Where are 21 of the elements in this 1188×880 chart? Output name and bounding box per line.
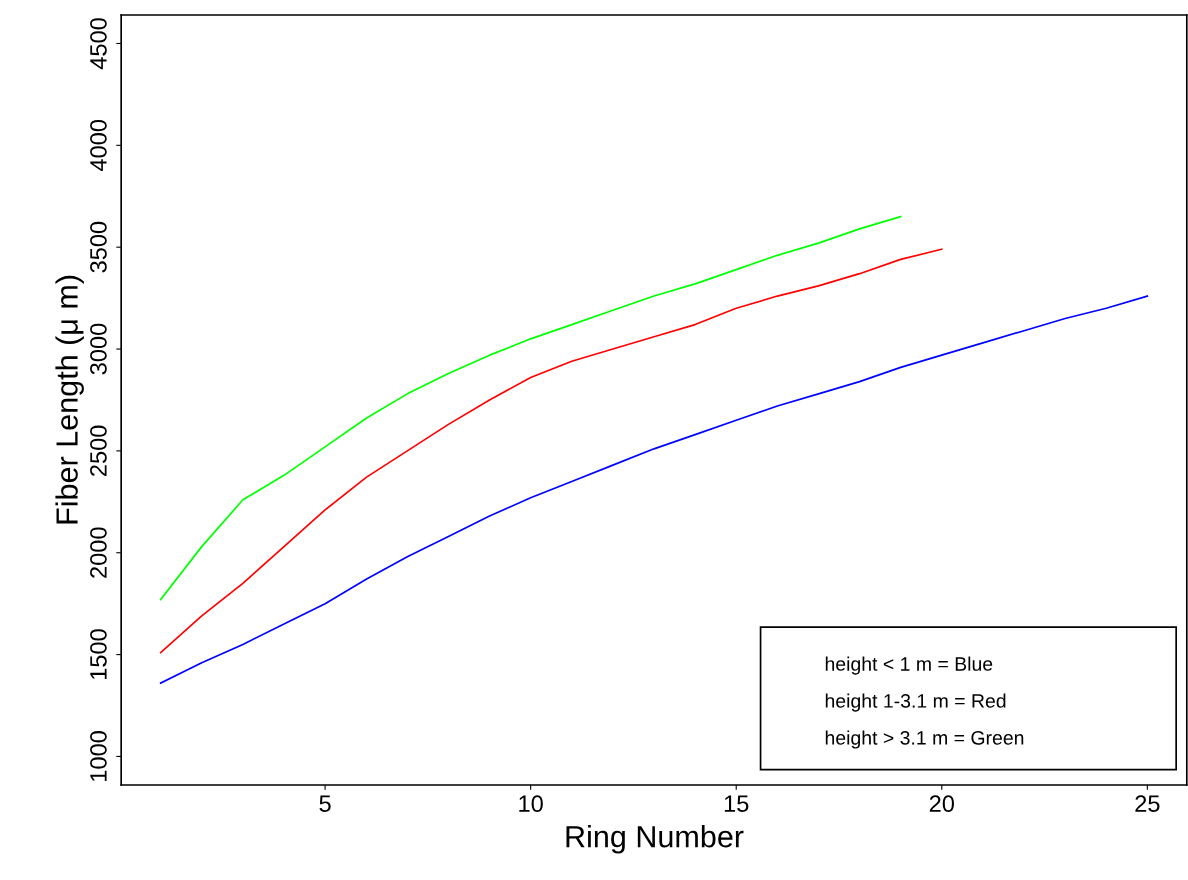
y-tick-label: 2000: [90, 527, 107, 578]
y-tick-label: 3500: [90, 221, 107, 273]
line-series: [159, 248, 943, 654]
x-tick-label: 20: [929, 795, 954, 813]
y-tick-label: 1000: [90, 731, 107, 781]
x-axis-title: Ring Number: [566, 825, 744, 854]
y-tick-label: 4000: [90, 119, 107, 172]
line-series: [159, 295, 1149, 684]
y-tick-label: 3000: [90, 323, 107, 375]
x-tick-label: 10: [519, 795, 543, 813]
line-series: [159, 215, 902, 601]
annotation: height > 3.1 m = Green: [825, 730, 1024, 749]
x-tick-label: 5: [319, 795, 331, 813]
y-axis-title: Fiber Length (μ m): [55, 275, 84, 524]
y-tick-label: 4500: [90, 18, 107, 70]
y-tick-label: 1500: [90, 629, 107, 680]
x-tick-label: 25: [1135, 795, 1160, 813]
annotation: height < 1 m = Blue: [825, 656, 993, 675]
y-tick-label: 2500: [90, 425, 107, 476]
annotation: height 1-3.1 m = Red: [825, 693, 1006, 712]
x-tick-label: 15: [724, 795, 749, 813]
